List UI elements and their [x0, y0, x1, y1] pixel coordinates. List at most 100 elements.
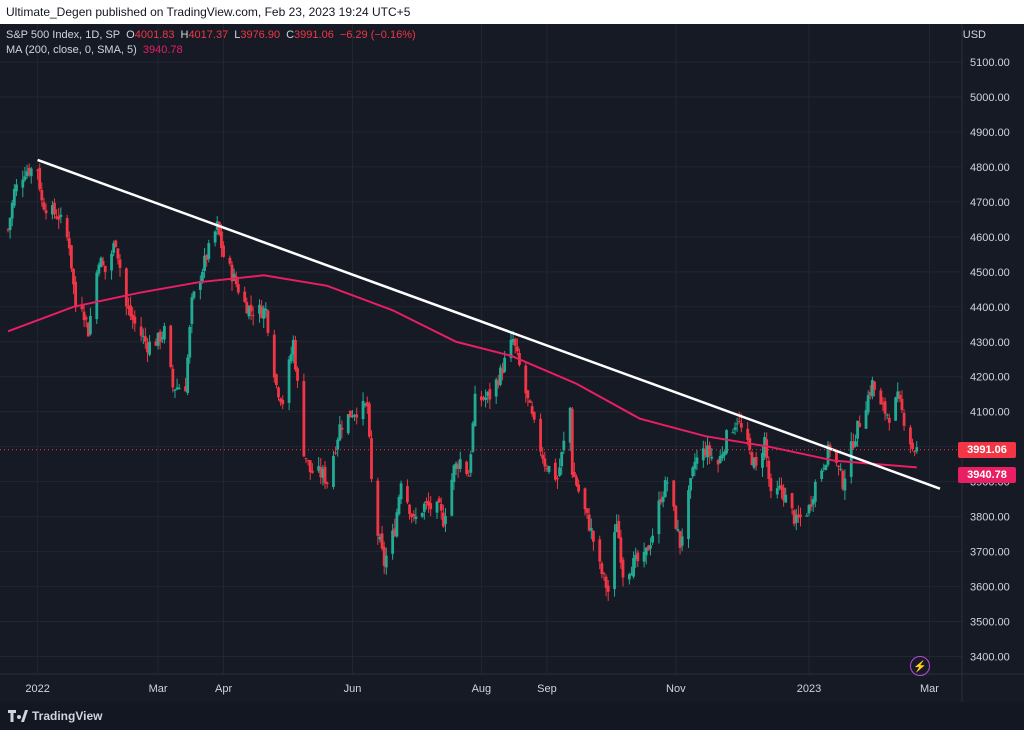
candle-body	[40, 189, 44, 201]
y-tick-label: 4200.00	[970, 372, 1010, 384]
candle-body	[245, 302, 249, 314]
chart-pane[interactable]: 5100.00 5000.00 4900.00 4800.00 4700.00 4600.…	[0, 24, 1024, 702]
candle-body	[710, 456, 714, 459]
candle-body	[900, 398, 904, 410]
candle-body	[65, 218, 69, 238]
candle-body	[473, 393, 477, 427]
x-tick-label: Apr	[215, 683, 232, 695]
ma-label[interactable]: MA (200, close, 0, SMA, 5)	[6, 44, 137, 56]
candle-body	[784, 494, 788, 503]
candle-body	[184, 386, 187, 392]
candle-body	[287, 359, 291, 403]
candle-body	[186, 357, 190, 393]
candle-body	[332, 455, 335, 487]
lightning-icon[interactable]: ⚡	[910, 656, 930, 676]
tradingview-logo[interactable]: TradingView	[0, 709, 102, 723]
candle-body	[634, 554, 638, 559]
candle-body	[687, 490, 690, 540]
candle-body	[158, 331, 162, 343]
candle-body	[482, 397, 485, 400]
candle-body	[414, 516, 418, 519]
candle-body	[870, 380, 874, 397]
candle-body	[562, 440, 566, 451]
symbol-label[interactable]: S&P 500 Index, 1D, SP	[6, 29, 121, 41]
x-tick-label: Mar	[149, 683, 168, 695]
candle-body	[308, 460, 312, 473]
candle-body	[114, 240, 118, 247]
candle-body	[72, 268, 75, 285]
candle-body	[881, 403, 885, 405]
candle-body	[583, 488, 587, 510]
candle-body	[598, 539, 602, 562]
candle-body	[393, 528, 397, 537]
candlestick-chart[interactable]: 5100.00 5000.00 4900.00 4800.00 4700.00 4600.…	[0, 24, 1024, 702]
candle-body	[541, 454, 545, 459]
candle-body	[279, 398, 283, 403]
candle-body	[190, 297, 194, 324]
candle-body	[391, 530, 395, 554]
candle-body	[116, 248, 120, 259]
candle-body	[706, 445, 709, 458]
candle-body	[627, 574, 631, 580]
footer-bar: TradingView	[0, 702, 1024, 730]
candle-body	[898, 394, 902, 399]
candle-body	[849, 441, 853, 477]
candle-body	[203, 255, 206, 272]
candle-body	[494, 379, 498, 397]
y-tick-label: 4900.00	[970, 127, 1010, 139]
candle-body	[632, 558, 635, 577]
y-tick-label: 3800.00	[970, 512, 1010, 524]
ma-price-tag: 3940.78	[958, 467, 1016, 484]
candle-body	[353, 414, 356, 417]
candle-body	[429, 503, 433, 510]
candle-body	[439, 504, 443, 511]
ma-line	[7, 274, 917, 469]
candle-body	[351, 416, 354, 418]
candle-body	[15, 184, 18, 192]
candle-body	[228, 257, 232, 264]
candle-body	[479, 396, 483, 401]
candle-body	[663, 480, 667, 497]
candle-body	[572, 471, 576, 478]
candle-body	[750, 452, 754, 466]
candle-body	[323, 466, 327, 484]
candle-body	[59, 214, 63, 217]
y-tick-label: 4600.00	[970, 232, 1010, 244]
candle-body	[835, 449, 838, 463]
candle-body	[797, 514, 800, 518]
candle-body	[511, 338, 515, 343]
candle-body	[695, 457, 699, 464]
ohlc-open: O4001.83	[126, 29, 175, 41]
candle-body	[319, 466, 323, 478]
candle-body	[207, 243, 211, 260]
candle-body	[169, 325, 173, 368]
candle-body	[530, 406, 534, 414]
candle-body	[746, 428, 750, 440]
candle-body	[173, 389, 177, 391]
chart-legend: S&P 500 Index, 1D, SP O4001.83 H4017.37 …	[6, 28, 416, 58]
candle-body	[678, 531, 682, 548]
candle-body	[162, 326, 166, 340]
candle-body	[420, 512, 424, 517]
candle-body	[304, 457, 308, 459]
candle-body	[131, 314, 135, 320]
candle-body	[739, 423, 743, 428]
candle-body	[110, 253, 113, 271]
candle-body	[820, 470, 824, 480]
candle-body	[769, 478, 773, 492]
candle-body	[325, 482, 329, 485]
candle-body	[811, 499, 815, 505]
candle-body	[780, 485, 783, 490]
trendline	[37, 158, 941, 490]
candle-body	[883, 401, 887, 414]
candle-body	[701, 448, 705, 461]
y-tick-label: 3400.00	[970, 652, 1010, 664]
candle-body	[543, 458, 547, 467]
candle-body	[408, 504, 411, 514]
candle-body	[826, 444, 830, 465]
candle-body	[602, 573, 606, 575]
candle-body	[367, 403, 371, 437]
candle-body	[665, 482, 669, 484]
candle-body	[887, 417, 891, 423]
candle-body	[790, 493, 794, 509]
